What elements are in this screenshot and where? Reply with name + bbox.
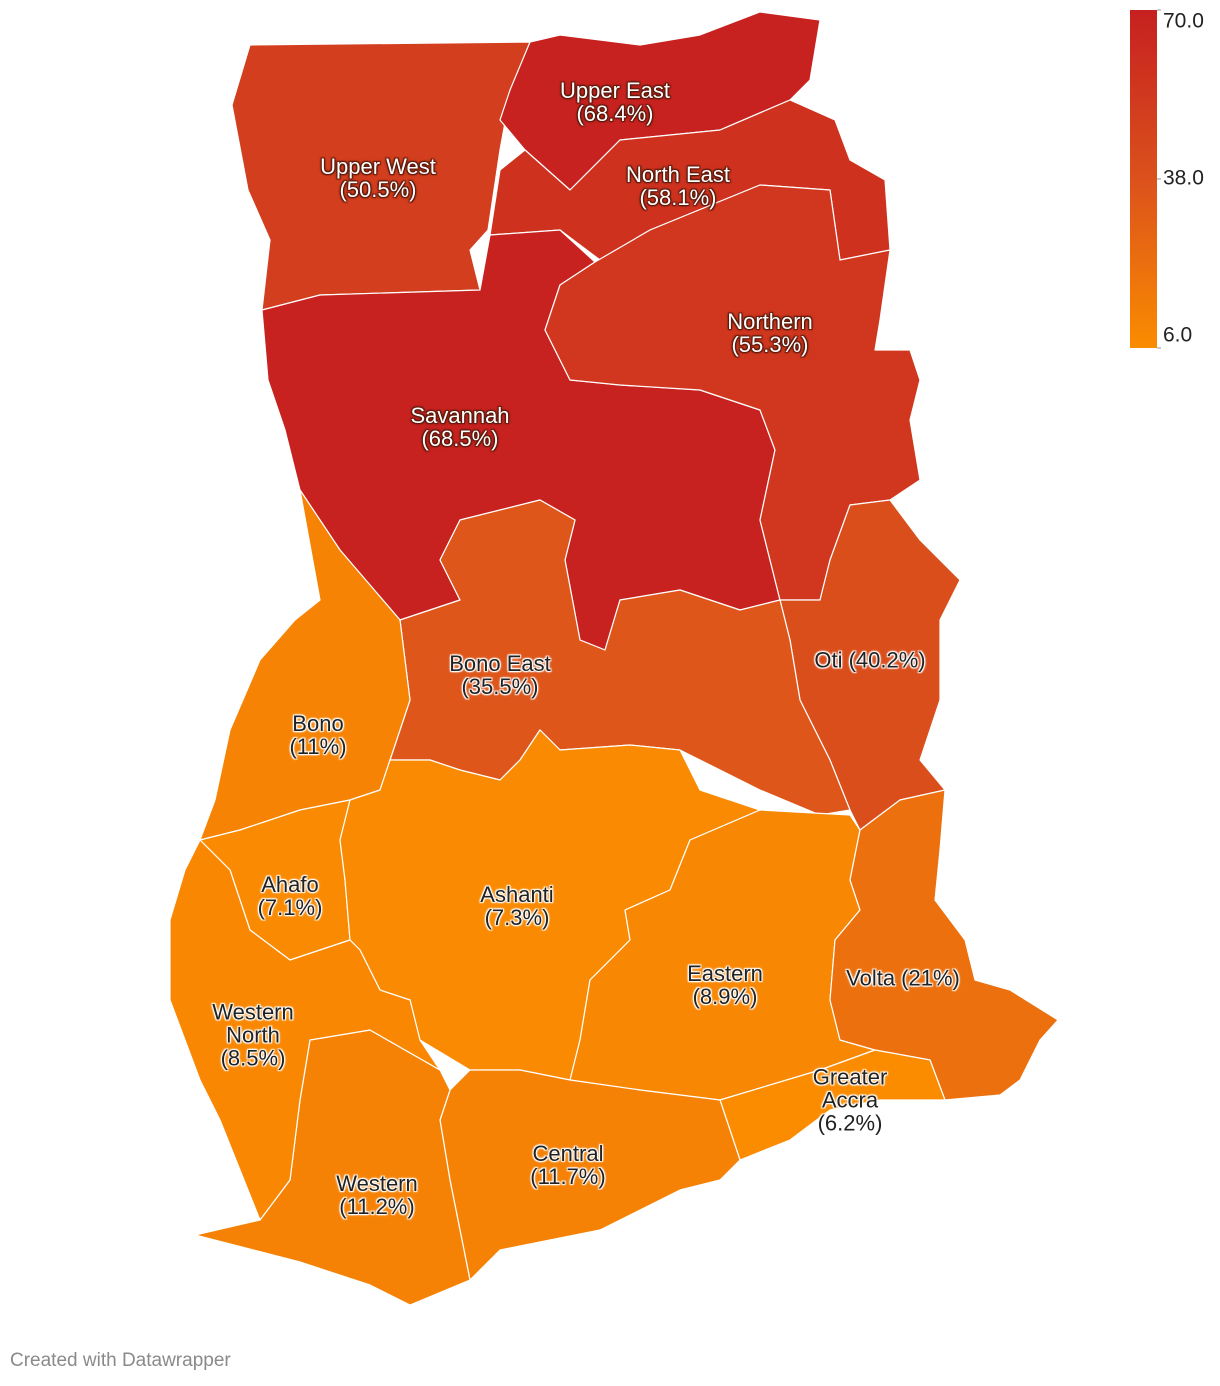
legend-tick-label: 38.0	[1163, 167, 1204, 190]
region	[439, 1069, 741, 1281]
region	[829, 789, 1059, 1101]
legend-tick-label: 70.0	[1163, 10, 1204, 33]
legend-tick-label: 6.0	[1163, 324, 1192, 347]
region	[169, 839, 441, 1221]
legend-bar	[1130, 10, 1157, 348]
credit: Created with Datawrapper	[10, 1350, 231, 1371]
region	[719, 1049, 946, 1161]
regions	[169, 11, 1059, 1306]
